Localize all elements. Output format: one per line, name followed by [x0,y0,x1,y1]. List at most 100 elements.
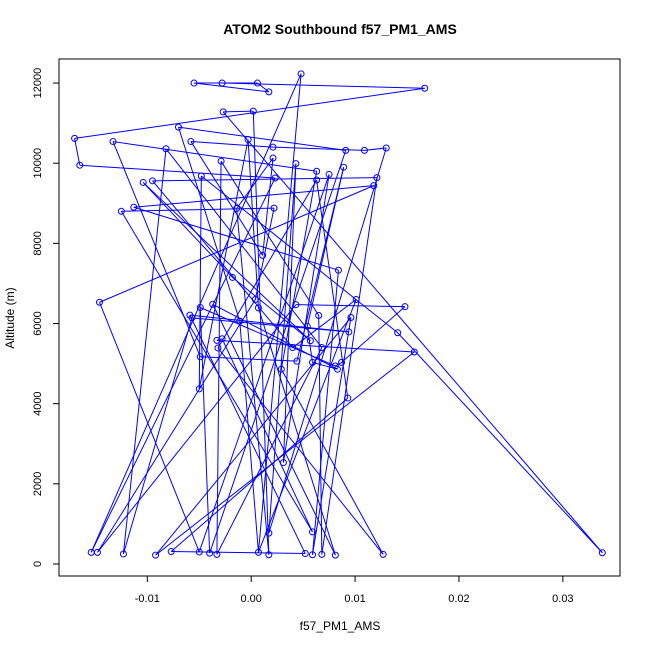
series-segment [216,347,323,555]
series-segment [295,304,405,308]
series-segment [335,361,342,367]
series-segment [152,180,294,348]
data-point [119,550,127,558]
series-segment [152,177,377,182]
data-point [265,551,273,559]
data-point [352,295,360,303]
data-point [345,328,353,336]
series-segment [212,304,336,556]
data-point [213,550,221,558]
data-point [93,548,101,556]
x-axis: -0.01 0.00 0.01 0.02 0.03 [135,575,574,605]
series-segment [177,126,241,322]
data-point [218,335,226,343]
series-segment [223,110,254,113]
data-point [109,138,117,146]
series-segment [254,207,275,300]
series-segment [99,185,374,303]
series-segment [257,307,336,556]
data-point [254,548,262,556]
data-point [308,358,316,366]
series-segment [222,111,603,554]
data-point [254,304,262,312]
series-segment [97,299,256,553]
data-point [249,107,257,115]
series-segment [142,182,233,278]
data-point [152,551,160,559]
series-segment [232,277,311,342]
y-tick-label: 10000 [32,148,44,179]
series-segment [133,185,374,208]
series-points [71,70,606,559]
series-segment [316,179,349,399]
data-point [421,84,429,92]
data-point [306,337,314,345]
series-segment [216,339,415,353]
data-point [206,549,214,557]
data-point [269,143,277,151]
data-point [373,174,381,182]
data-point [303,322,311,330]
data-point [139,178,147,186]
series-segment [321,177,378,555]
y-tick-label: 0 [32,561,44,567]
x-axis-label: f57_PM1_AMS [300,619,381,633]
data-point [117,207,125,215]
series-segment [221,338,313,533]
series-segment [79,164,276,179]
data-point [162,145,170,153]
series-segment [364,147,387,151]
data-point [289,344,297,352]
series-segment [198,139,249,389]
series-segment [90,73,302,553]
data-point [195,385,203,393]
data-point [333,365,341,373]
series-segment [201,175,398,334]
y-tick-label: 2000 [32,472,44,496]
data-point [253,79,261,87]
data-point [297,70,305,78]
series-segment [112,141,201,357]
data-point [219,108,227,116]
series-segment [97,304,297,553]
data-point [197,172,205,180]
series-segment [74,87,425,139]
series-segment [74,138,81,166]
data-point [195,548,203,556]
y-tick-label: 8000 [32,231,44,255]
data-point [76,161,84,169]
data-point [315,311,323,319]
data-point [190,79,198,87]
series-segment [280,368,384,555]
series-segment [306,326,313,363]
y-tick-label: 4000 [32,391,44,415]
x-tick-label: 0.03 [552,593,573,605]
series-segments [74,73,603,556]
data-point [347,314,355,321]
series-segment [268,147,387,534]
series-segment [122,317,193,555]
series-segment [121,207,275,212]
series-segment [247,139,259,308]
series-segment [257,82,270,93]
data-point [292,160,300,168]
series-segment [318,315,323,555]
series-segment [217,347,384,555]
y-axis: 0 2000 4000 6000 8000 10000 12000 [32,68,60,567]
data-point [196,303,204,311]
series-segment [189,314,349,333]
data-point [338,358,346,366]
data-point [236,317,244,325]
data-point [370,182,378,190]
data-point [334,266,342,274]
data-point [293,357,301,365]
data-point [401,303,409,311]
series-segment [122,148,167,555]
data-point [214,344,222,352]
data-point [265,88,273,96]
data-point [325,170,333,178]
series-segment [222,82,425,89]
series-segment [112,141,317,172]
data-point [96,298,104,306]
